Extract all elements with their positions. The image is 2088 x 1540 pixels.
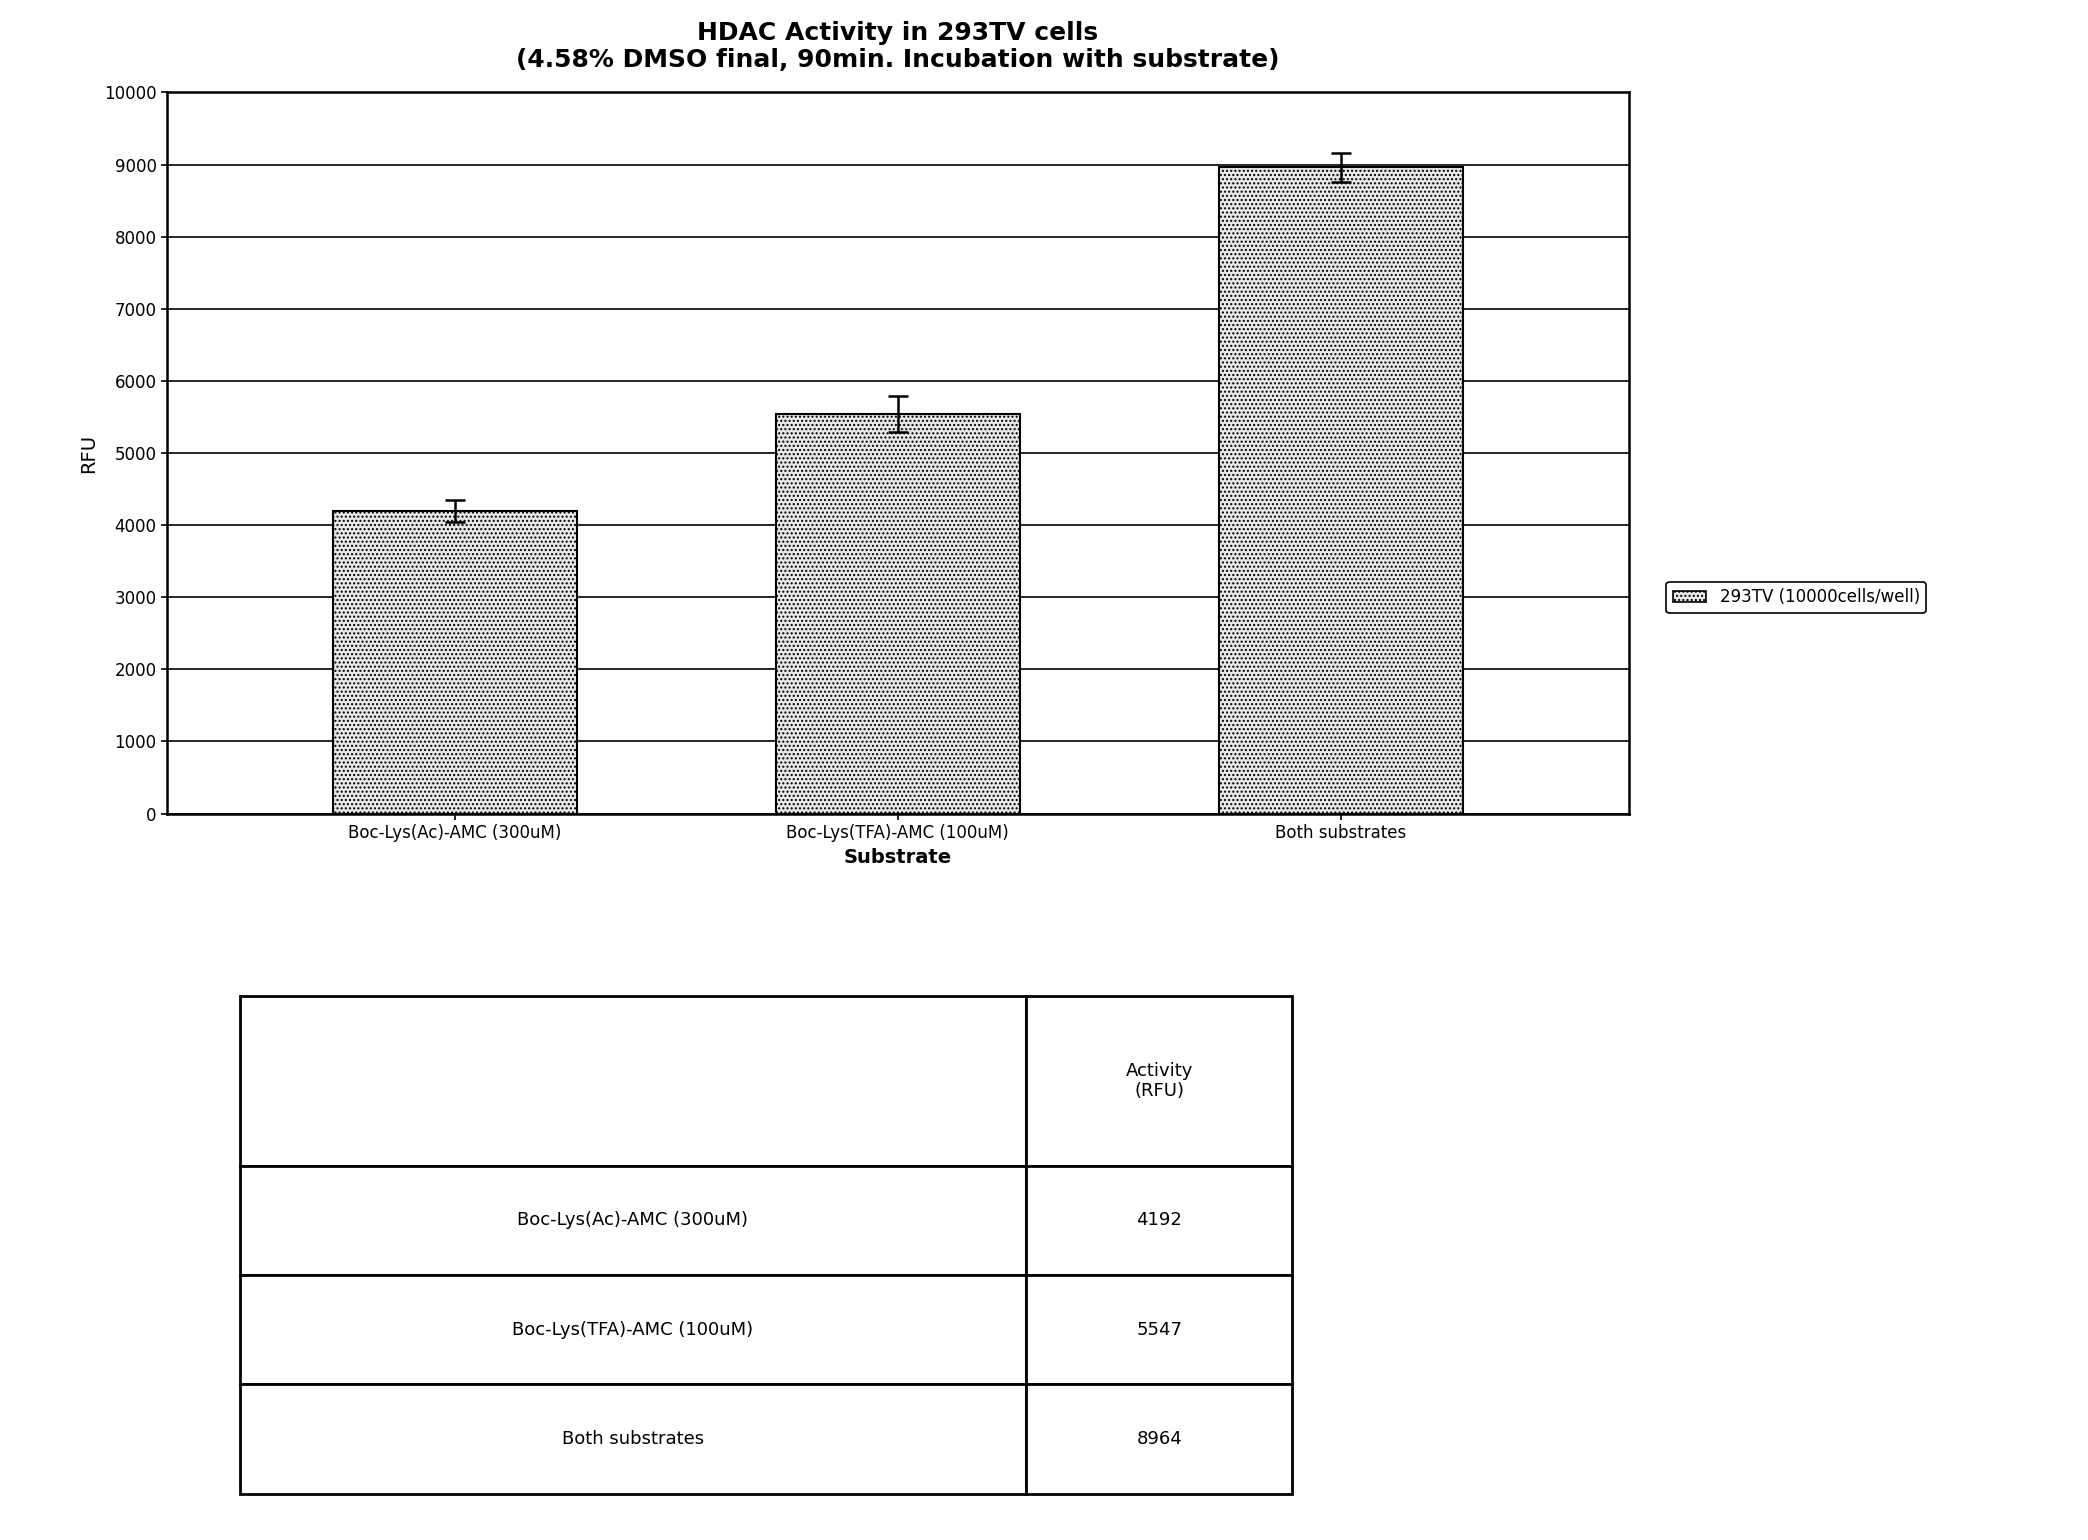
Bar: [1219, 168, 1462, 813]
X-axis label: Substrate: Substrate: [844, 847, 952, 867]
Bar: [777, 414, 1019, 813]
Bar: [334, 511, 576, 813]
Y-axis label: RFU: RFU: [79, 433, 98, 473]
Title: HDAC Activity in 293TV cells
(4.58% DMSO final, 90min. Incubation with substrate: HDAC Activity in 293TV cells (4.58% DMSO…: [516, 20, 1280, 72]
Legend: 293TV (10000cells/well): 293TV (10000cells/well): [1666, 582, 1927, 613]
